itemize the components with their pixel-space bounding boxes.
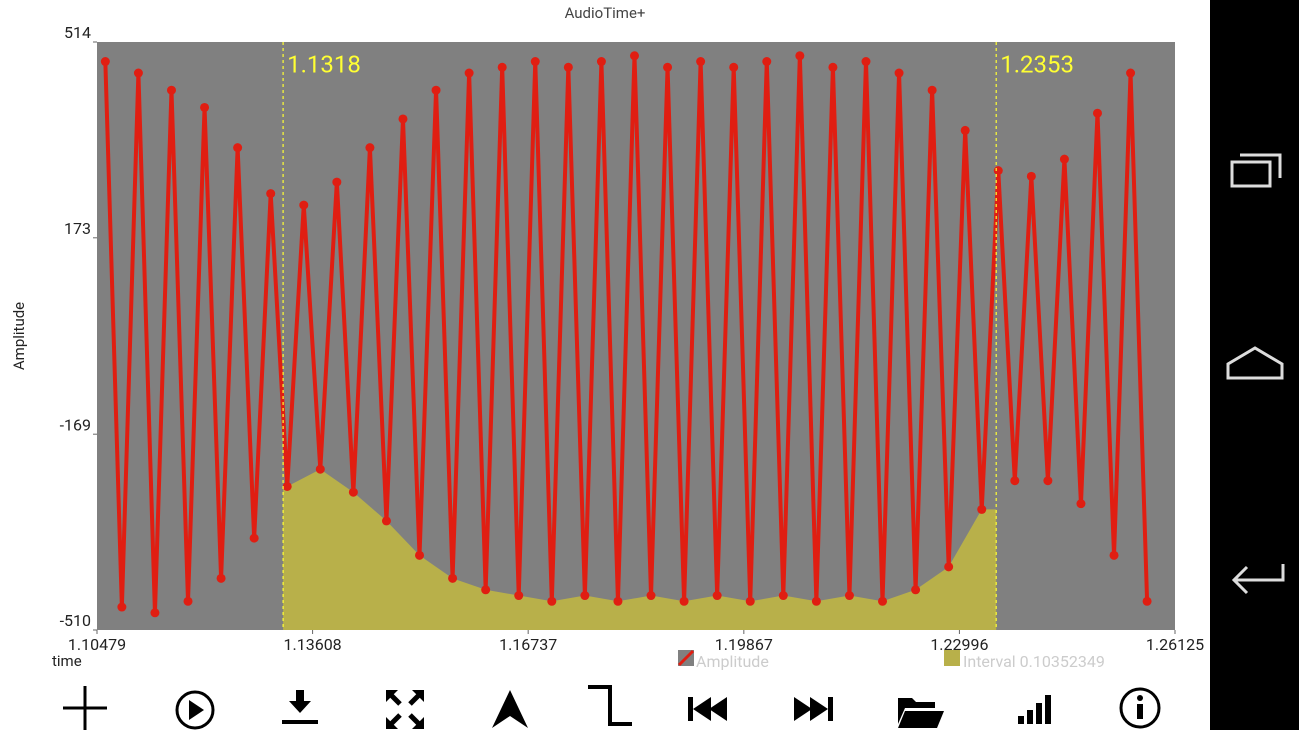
sample-dot [299,201,308,210]
legend-label: Amplitude [696,652,769,671]
expand-button[interactable] [386,690,424,729]
sample-dot [1076,499,1085,508]
sample-dot [134,69,143,78]
sample-dot [1110,551,1119,560]
legend-swatch [944,650,960,666]
sample-dot [812,597,821,606]
sample-dot [1027,172,1036,181]
sample-dot [1126,69,1135,78]
y-tick-label: -510 [60,611,91,630]
sample-dot [514,591,523,600]
sample-dot [432,86,441,95]
sample-dot [465,69,474,78]
sample-dot [1060,155,1069,164]
sample-dot [150,608,159,617]
sample-dot [250,534,259,543]
skip-forward-button[interactable] [794,697,833,721]
sample-dot [729,63,738,72]
sample-dot [1043,476,1052,485]
sample-dot [200,103,209,112]
sample-dot [630,51,639,60]
sample-dot [1010,476,1019,485]
sample-dot [911,585,920,594]
levels-button[interactable] [1018,695,1051,724]
sample-dot [762,57,771,66]
sample-dot [944,562,953,571]
sample-dot [647,591,656,600]
sample-dot [531,57,540,66]
screen: AudioTime+514173-169-5101.104791.136081.… [0,0,1299,730]
sample-dot [1093,109,1102,118]
y-tick-label: 173 [64,219,91,238]
y-axis-label: Amplitude [10,302,28,370]
cursor-label: 1.2353 [1000,50,1074,78]
sample-dot [398,114,407,123]
sample-dot [283,482,292,491]
sample-dot [845,591,854,600]
sample-dot [415,551,424,560]
sample-dot [184,597,193,606]
sample-dot [977,505,986,514]
open-button[interactable] [898,698,944,728]
toolbar [63,686,1159,730]
play-button[interactable] [177,692,213,728]
sample-dot [233,143,242,152]
sample-dot [696,57,705,66]
nav-bar [1210,0,1299,730]
sample-dot [994,166,1003,175]
x-axis-label: time [52,652,82,670]
sample-dot [349,488,358,497]
cursor-label: 1.1318 [287,50,361,78]
sample-dot [316,465,325,474]
x-tick-label: 1.16737 [499,635,557,654]
x-tick-label: 1.13608 [284,635,342,654]
sample-dot [382,516,391,525]
sample-dot [928,86,937,95]
sample-dot [878,597,887,606]
add-button[interactable] [63,686,107,730]
legend-label: Interval 0.10352349 [963,652,1105,671]
skip-back-button[interactable] [688,697,727,721]
sample-dot [597,57,606,66]
sample-dot [332,178,341,187]
sample-dot [481,585,490,594]
sample-dot [448,574,457,583]
sample-dot [779,591,788,600]
peak-button[interactable] [492,690,528,728]
trigger-button[interactable] [588,687,632,724]
info-button[interactable] [1121,689,1159,727]
sample-dot [895,69,904,78]
sample-dot [580,591,589,600]
sample-dot [564,63,573,72]
sample-dot [1143,597,1152,606]
x-tick-label: 1.26125 [1146,635,1204,654]
sample-dot [828,63,837,72]
sample-dot [680,597,689,606]
sample-dot [961,126,970,135]
sample-dot [613,597,622,606]
sample-dot [861,57,870,66]
sample-dot [167,86,176,95]
chart-title: AudioTime+ [565,4,646,22]
sample-dot [547,597,556,606]
sample-dot [117,603,126,612]
plot: AudioTime+514173-169-5101.104791.136081.… [10,4,1204,671]
sample-dot [101,57,110,66]
sample-dot [795,51,804,60]
y-tick-label: -169 [60,415,91,434]
sample-dot [266,189,275,198]
download-button[interactable] [282,690,318,724]
sample-dot [217,574,226,583]
sample-dot [498,63,507,72]
sample-dot [713,591,722,600]
y-tick-label: 514 [64,23,91,42]
sample-dot [663,63,672,72]
sample-dot [365,143,374,152]
page: {"chart_data": { "type": "line", "title"… [0,0,1299,730]
sample-dot [746,597,755,606]
